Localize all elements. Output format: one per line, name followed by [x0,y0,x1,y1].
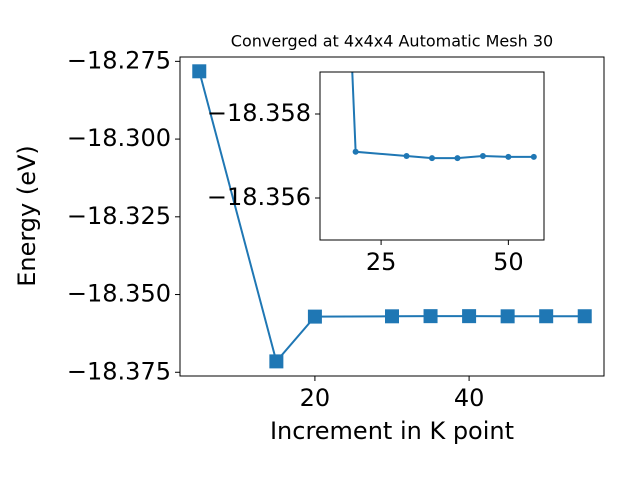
y-tick-label: −18.358 [207,99,311,127]
data-point [500,309,515,324]
data-point [539,309,554,324]
chart-title: Converged at 4x4x4 Automatic Mesh 30 [231,32,553,51]
y-tick-label: −18.325 [67,202,171,230]
data-point [307,309,322,324]
data-point [429,155,435,162]
data-point [269,354,284,369]
y-tick-label: −18.350 [67,280,171,308]
data-point [454,155,461,162]
data-point [352,148,359,155]
data-point [385,309,399,324]
x-tick-label: 50 [493,248,524,276]
data-point [462,309,477,324]
data-point [505,153,512,160]
x-axis-label: Increment in K point [270,417,514,445]
x-tick-label: 20 [300,384,331,412]
y-tick-label: −18.356 [207,183,311,211]
plot-frame [319,71,545,241]
y-axis-label: Energy (eV) [13,145,41,287]
plot-content [351,72,537,162]
data-point [192,64,207,79]
y-tick-label: −18.275 [67,46,171,74]
data-line [351,72,534,160]
data-point [423,309,438,324]
x-tick-label: 40 [454,384,485,412]
data-point [577,309,592,324]
y-tick-label: −18.300 [67,124,171,152]
plot-content [192,64,592,369]
y-tick-label: −18.375 [67,357,171,385]
data-point [403,153,410,159]
data-point [479,153,486,159]
data-point [530,153,537,160]
x-tick-label: 25 [366,248,397,276]
